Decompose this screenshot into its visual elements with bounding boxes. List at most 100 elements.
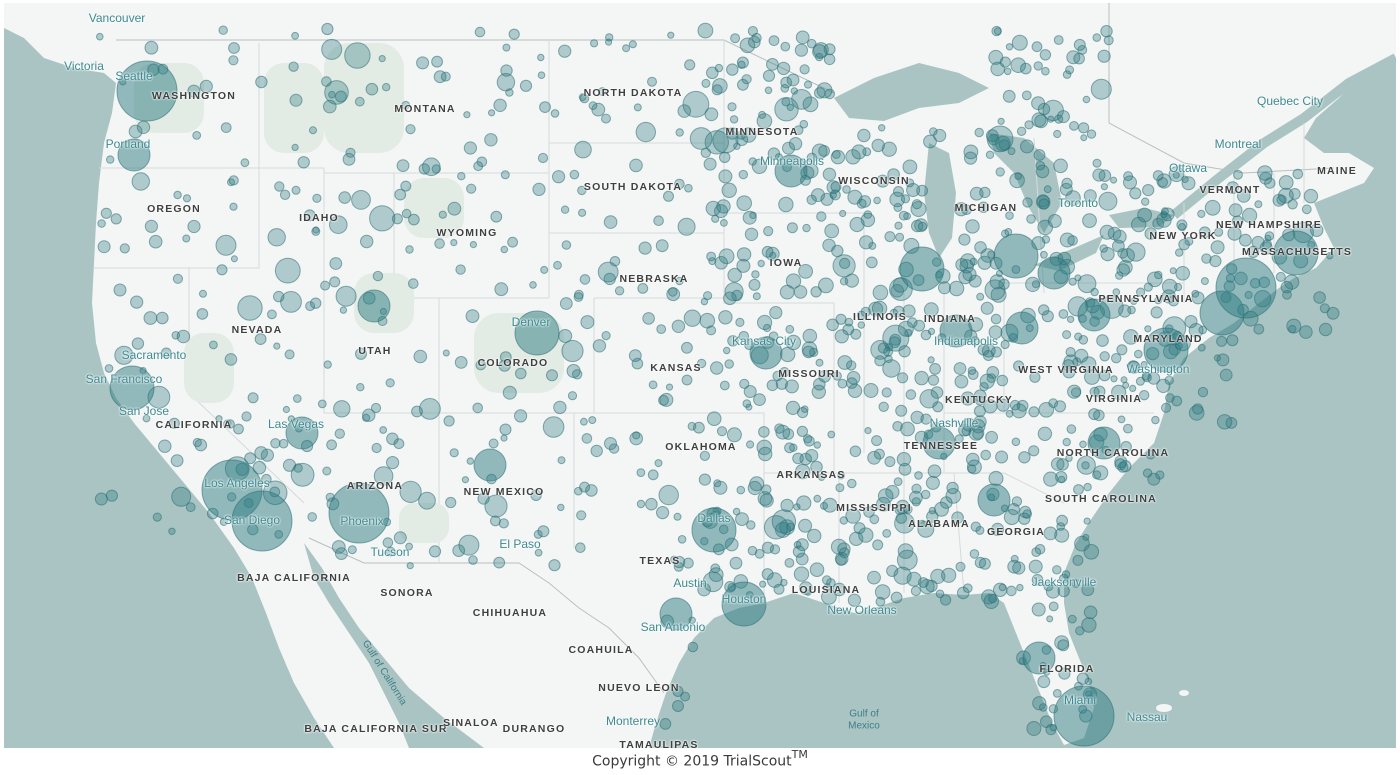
trial-site-bubble[interactable] <box>727 102 737 112</box>
trial-site-bubble[interactable] <box>966 452 980 467</box>
trial-site-bubble[interactable] <box>706 325 717 336</box>
trial-site-bubble[interactable] <box>604 437 617 450</box>
trial-site-bubble[interactable] <box>818 277 834 294</box>
trial-site-bubble[interactable] <box>702 571 724 593</box>
trial-site-bubble[interactable] <box>1057 584 1070 598</box>
trial-site-bubble[interactable] <box>312 193 322 203</box>
trial-site-bubble[interactable] <box>1178 223 1187 232</box>
trial-site-bubble[interactable] <box>1120 376 1128 384</box>
trial-site-bubble[interactable] <box>857 128 871 143</box>
trial-site-bubble[interactable] <box>784 558 795 568</box>
trial-site-bubble[interactable] <box>1041 66 1050 76</box>
trial-site-bubble[interactable] <box>1318 322 1333 337</box>
trial-site-bubble[interactable] <box>1214 227 1224 237</box>
trial-site-bubble[interactable] <box>1071 578 1081 588</box>
trial-site-bubble[interactable] <box>724 282 744 302</box>
trial-site-bubble[interactable] <box>356 383 365 392</box>
trial-site-bubble[interactable] <box>310 297 322 309</box>
trial-site-bubble[interactable] <box>144 40 159 55</box>
trial-site-bubble[interactable] <box>1112 288 1121 296</box>
trial-site-bubble[interactable] <box>824 223 840 239</box>
trial-site-bubble[interactable] <box>714 63 724 73</box>
trial-site-bubble[interactable] <box>1175 248 1184 257</box>
trial-site-bubble[interactable] <box>401 208 412 219</box>
trial-site-bubble[interactable] <box>959 259 974 274</box>
trial-site-bubble[interactable] <box>996 374 1009 387</box>
trial-site-bubble[interactable] <box>1099 244 1108 253</box>
trial-site-bubble[interactable] <box>1130 297 1138 305</box>
trial-site-bubble[interactable] <box>278 438 289 449</box>
trial-site-bubble[interactable] <box>897 372 909 384</box>
trial-site-bubble[interactable] <box>751 32 762 44</box>
trial-site-bubble[interactable] <box>173 190 182 200</box>
trial-site-bubble[interactable] <box>839 277 849 286</box>
trial-site-bubble[interactable] <box>152 512 162 522</box>
trial-site-bubble[interactable] <box>1037 426 1053 441</box>
trial-site-bubble[interactable] <box>635 121 656 143</box>
trial-site-bubble[interactable] <box>1239 233 1252 247</box>
trial-site-bubble[interactable] <box>142 414 151 423</box>
trial-site-bubble[interactable] <box>1097 49 1111 63</box>
trial-site-bubble[interactable] <box>1045 584 1061 599</box>
trial-site-bubble[interactable] <box>1039 49 1052 61</box>
trial-site-bubble[interactable] <box>1053 129 1062 139</box>
trial-site-bubble[interactable] <box>682 90 710 118</box>
trial-site-bubble[interactable] <box>499 423 512 436</box>
trial-site-bubble[interactable] <box>1058 309 1069 319</box>
trial-site-bubble[interactable] <box>757 314 773 331</box>
trial-site-bubble[interactable] <box>496 73 516 92</box>
trial-site-bubble[interactable] <box>976 292 985 301</box>
trial-site-bubble[interactable] <box>280 291 302 313</box>
trial-site-bubble[interactable] <box>849 216 865 233</box>
trial-site-bubble[interactable] <box>405 124 416 135</box>
trial-site-bubble[interactable] <box>1067 614 1077 624</box>
trial-site-bubble[interactable] <box>475 359 487 371</box>
trial-site-bubble[interactable] <box>1073 52 1085 65</box>
trial-site-bubble[interactable] <box>860 306 871 317</box>
trial-site-bubble[interactable] <box>675 128 684 137</box>
trial-site-bubble[interactable] <box>802 434 813 444</box>
trial-site-bubble[interactable] <box>1257 165 1273 181</box>
trial-site-bubble[interactable] <box>458 534 480 556</box>
trial-site-bubble[interactable] <box>466 457 474 465</box>
trial-site-bubble[interactable] <box>148 234 163 249</box>
trial-site-bubble[interactable] <box>809 347 819 357</box>
trial-site-bubble[interactable] <box>335 547 348 560</box>
trial-site-bubble[interactable] <box>484 133 498 147</box>
trial-site-bubble[interactable] <box>320 280 331 291</box>
trial-site-bubble[interactable] <box>1066 315 1075 323</box>
trial-site-bubble[interactable] <box>988 470 1004 486</box>
trial-site-bubble[interactable] <box>548 559 561 572</box>
trial-site-bubble[interactable] <box>1247 245 1260 258</box>
trial-site-bubble[interactable] <box>382 83 391 92</box>
trial-site-bubble[interactable] <box>780 498 794 513</box>
trial-site-bubble[interactable] <box>172 273 183 284</box>
trial-site-bubble[interactable] <box>1084 677 1093 686</box>
trial-site-bubble[interactable] <box>1123 329 1139 345</box>
trial-site-bubble[interactable] <box>168 417 180 429</box>
trial-site-bubble[interactable] <box>1301 204 1312 215</box>
trial-site-bubble[interactable] <box>1127 360 1141 374</box>
trial-site-bubble[interactable] <box>999 56 1011 68</box>
trial-site-bubble[interactable] <box>472 402 484 414</box>
trial-site-bubble[interactable] <box>697 22 714 39</box>
trial-site-bubble[interactable] <box>1280 280 1294 294</box>
trial-site-bubble[interactable] <box>1188 323 1204 338</box>
trial-site-bubble[interactable] <box>647 76 657 87</box>
trial-site-bubble-las-vegas[interactable] <box>285 416 319 450</box>
trial-site-bubble[interactable] <box>1013 360 1025 372</box>
trial-site-bubble[interactable] <box>228 42 240 54</box>
trial-site-bubble[interactable] <box>560 205 570 214</box>
trial-site-bubble[interactable] <box>1031 96 1046 111</box>
trial-site-bubble[interactable] <box>747 480 762 496</box>
trial-site-bubble[interactable] <box>817 473 826 481</box>
trial-site-bubble[interactable] <box>576 510 587 521</box>
trial-site-bubble[interactable] <box>1022 509 1033 519</box>
trial-site-bubble-seattle[interactable] <box>116 60 178 122</box>
trial-site-bubble[interactable] <box>569 169 580 180</box>
trial-site-bubble[interactable] <box>574 486 583 496</box>
trial-site-bubble[interactable] <box>1216 414 1233 430</box>
trial-site-bubble[interactable] <box>463 111 471 119</box>
trial-site-bubble[interactable] <box>513 409 528 423</box>
trial-site-bubble[interactable] <box>365 82 379 96</box>
